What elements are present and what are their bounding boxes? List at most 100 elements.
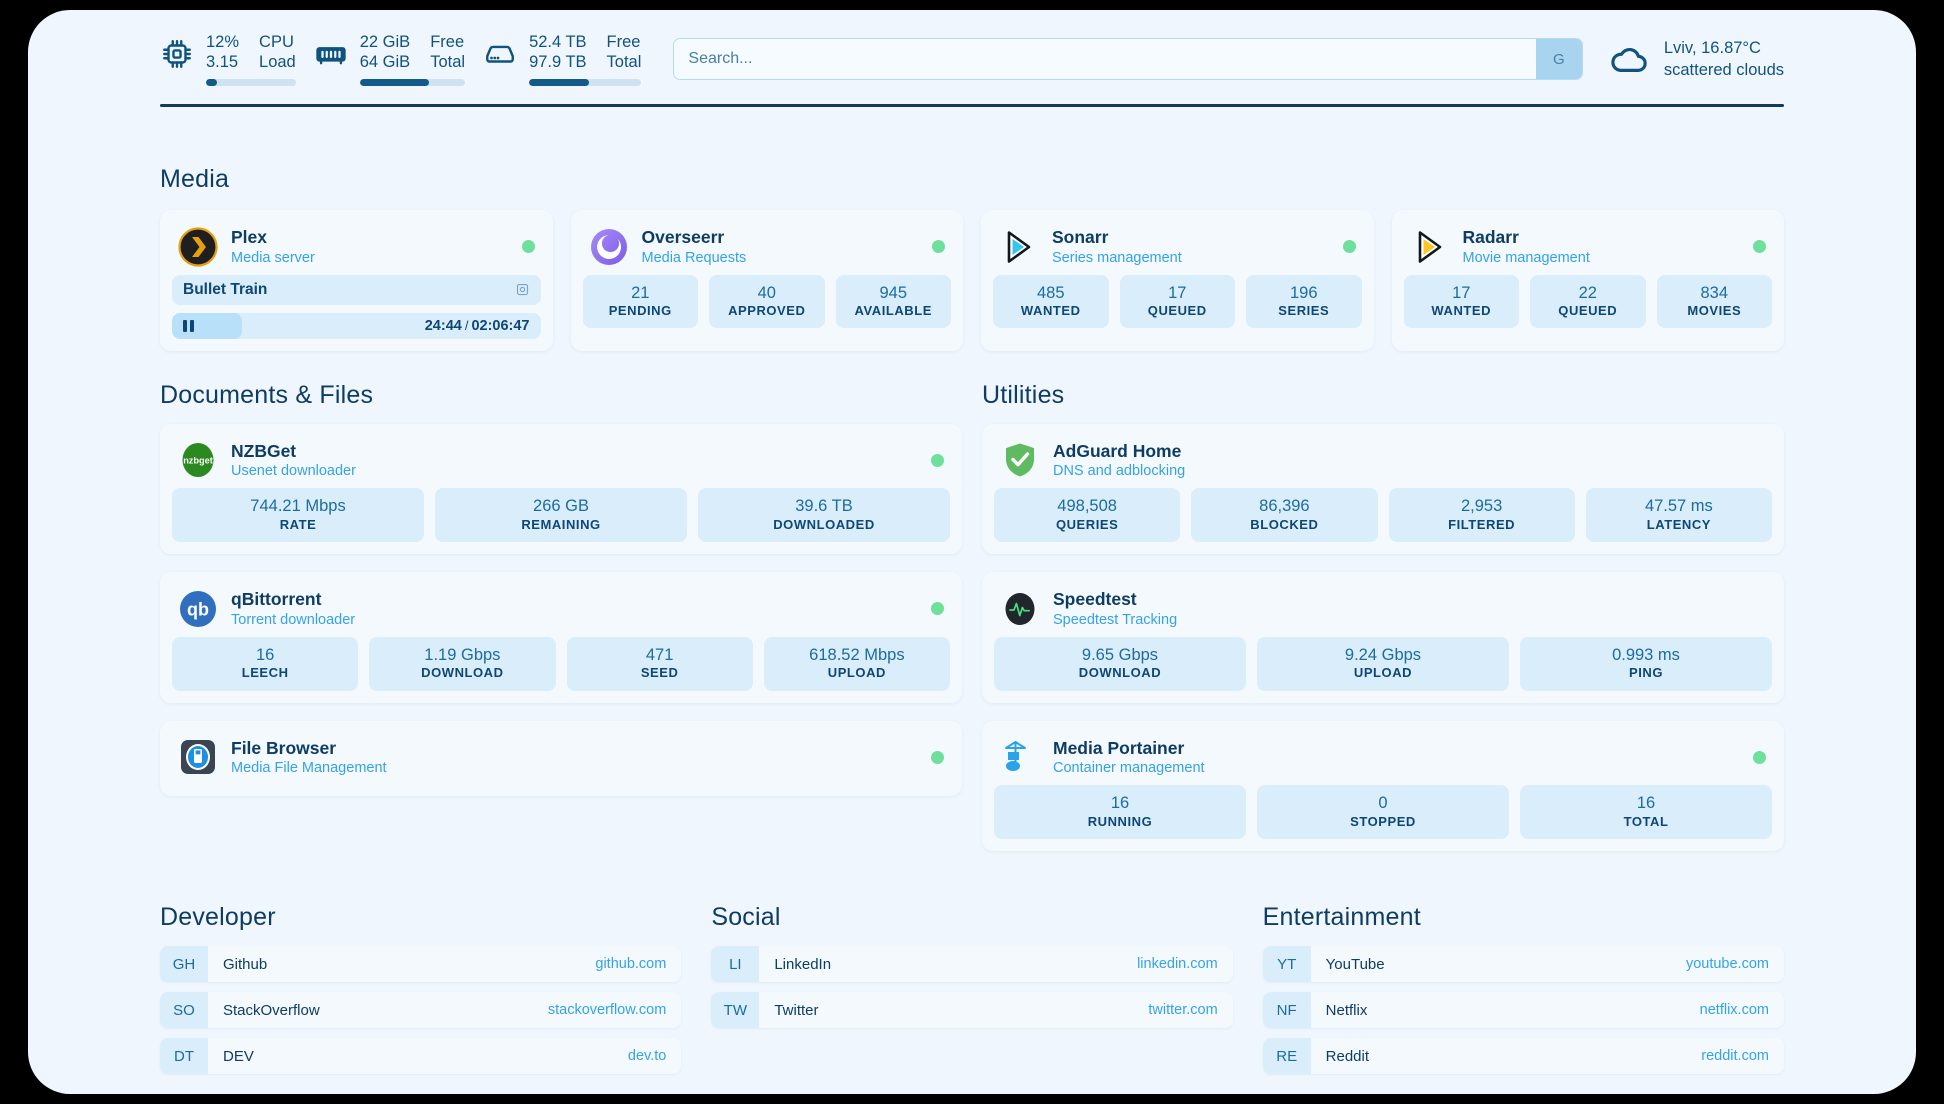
stat-chip[interactable]: 1.19 Gbps DOWNLOAD xyxy=(369,636,556,691)
now-playing-duration: 02:06:47 xyxy=(471,317,530,334)
bookmark-abbr: YT xyxy=(1262,946,1311,982)
stat-chip[interactable]: 17 QUEUED xyxy=(1119,274,1235,329)
disk-usage-bar xyxy=(529,79,642,87)
stat-label: UPLOAD xyxy=(1353,665,1413,681)
stat-value: 16 xyxy=(1636,794,1656,813)
app-card-radarr[interactable]: Radarr Movie management 17 WANTED 22 QUEUED… xyxy=(1391,210,1784,351)
stat-label: DOWNLOAD xyxy=(421,665,504,681)
stat-chip[interactable]: 17 WANTED xyxy=(1403,274,1519,329)
stat-chip[interactable]: 618.52 Mbps UPLOAD xyxy=(763,636,950,691)
search-bar[interactable]: G xyxy=(673,38,1583,80)
app-card-nzbget[interactable]: nzbget NZBGet Usenet downloader 744.21 M… xyxy=(160,423,962,555)
top-bar: 12% 3.15 CPU Load 22 GiB 64 GiB Free Total xyxy=(160,10,1784,102)
stat-chip[interactable]: 196 SERIES xyxy=(1246,274,1362,329)
stat-chip[interactable]: 0.993 ms PING xyxy=(1520,636,1772,691)
app-card-header: Media Portainer Container management xyxy=(994,732,1772,786)
app-card-adguard[interactable]: AdGuard Home DNS and adblocking 498,508 Q… xyxy=(982,423,1784,555)
app-card-portainer[interactable]: Media Portainer Container management 16 R… xyxy=(982,720,1784,851)
bookmark-name: LinkedIn xyxy=(774,955,832,973)
status-dot-online xyxy=(931,750,944,764)
stat-label: APPROVED xyxy=(728,303,806,319)
bookmarks-area: Developer GH Github github.com SO StackOverfl… xyxy=(160,903,1784,1074)
stat-value: 618.52 Mbps xyxy=(809,645,905,664)
bookmark-name: Netflix xyxy=(1325,1001,1368,1019)
bookmark-item[interactable]: NF Netflix netflix.com xyxy=(1262,992,1784,1028)
bookmark-url: github.com xyxy=(595,956,667,972)
bookmark-item[interactable]: RE Reddit reddit.com xyxy=(1262,1038,1784,1074)
stat-chip[interactable]: 16 RUNNING xyxy=(994,785,1246,839)
bookmark-item[interactable]: GH Github github.com xyxy=(160,946,682,982)
bookmark-item[interactable]: DT DEV dev.to xyxy=(160,1038,682,1074)
stat-value: 17 xyxy=(1452,283,1471,302)
stat-chip[interactable]: 485 WANTED xyxy=(993,274,1109,329)
app-name: Plex xyxy=(231,227,267,247)
stat-chip[interactable]: 39.6 TB DOWNLOADED xyxy=(698,488,950,543)
app-card-plex[interactable]: Plex Media server Bullet Train xyxy=(160,210,553,351)
app-card-qbittorrent[interactable]: qb qBittorrent Torrent downloader 16 LEEC… xyxy=(160,572,962,703)
stat-chip[interactable]: 498,508 QUERIES xyxy=(994,488,1181,543)
stat-chip[interactable]: 16 TOTAL xyxy=(1520,785,1772,839)
app-name: Radarr xyxy=(1462,227,1519,247)
pause-icon[interactable] xyxy=(172,319,194,332)
adguard-shield-icon xyxy=(1000,440,1040,480)
sonarr-icon xyxy=(999,227,1039,267)
now-playing-progress[interactable]: 24:44/02:06:47 xyxy=(172,312,541,339)
app-card-overseerr[interactable]: Overseerr Media Requests 21 PENDING 40 APPR… xyxy=(570,210,963,351)
stat-chip[interactable]: 0 STOPPED xyxy=(1257,785,1509,839)
stat-label: PENDING xyxy=(608,303,672,319)
stat-value: 16 xyxy=(255,645,275,664)
bookmark-abbr: TW xyxy=(711,992,760,1028)
stat-chip[interactable]: 16 LEECH xyxy=(172,636,359,691)
stat-chip[interactable]: 47.57 ms LATENCY xyxy=(1585,488,1772,543)
stat-chip[interactable]: 945 AVAILABLE xyxy=(835,274,951,329)
stat-chip[interactable]: 744.21 Mbps RATE xyxy=(172,488,424,543)
app-card-speedtest[interactable]: Speedtest Speedtest Tracking 9.65 Gbps DO… xyxy=(982,572,1784,703)
search-provider-button[interactable]: G xyxy=(1535,39,1582,79)
bookmark-item[interactable]: YT YouTube youtube.com xyxy=(1262,946,1784,982)
stat-label: SEED xyxy=(640,665,679,681)
bookmark-name: Reddit xyxy=(1325,1047,1370,1065)
stat-label: RATE xyxy=(279,516,317,532)
stats-row: 21 PENDING 40 APPROVED 945 AVAILABLE xyxy=(582,274,951,329)
header-divider xyxy=(160,104,1784,107)
cast-icon[interactable] xyxy=(515,282,530,297)
stat-chip[interactable]: 471 SEED xyxy=(566,636,753,691)
app-card-filebrowser[interactable]: File Browser Media File Management xyxy=(160,720,962,797)
bookmark-url: stackoverflow.com xyxy=(547,1002,667,1018)
disk-sub: 97.9 TB xyxy=(529,53,587,71)
stat-chip[interactable]: 40 APPROVED xyxy=(709,274,825,329)
bookmark-item[interactable]: SO StackOverflow stackoverflow.com xyxy=(160,992,682,1028)
stat-label: REMAINING xyxy=(521,516,601,532)
stats-row: 17 WANTED 22 QUEUED 834 MOVIES xyxy=(1403,274,1772,329)
bookmark-item[interactable]: TW Twitter twitter.com xyxy=(711,992,1233,1028)
app-card-header: File Browser Media File Management xyxy=(172,732,950,786)
stat-chip[interactable]: 9.65 Gbps DOWNLOAD xyxy=(994,636,1246,691)
bookmark-name: YouTube xyxy=(1325,955,1385,973)
app-name: File Browser xyxy=(231,737,337,758)
stat-chip[interactable]: 86,396 BLOCKED xyxy=(1191,488,1378,543)
time-separator: / xyxy=(464,317,469,333)
app-card-header: qb qBittorrent Torrent downloader xyxy=(172,583,950,637)
weather-condition: scattered clouds xyxy=(1663,61,1784,79)
stat-chip[interactable]: 9.24 Gbps UPLOAD xyxy=(1257,636,1509,691)
disk-label-bottom: Total xyxy=(606,53,642,71)
now-playing-time: 24:44/02:06:47 xyxy=(425,318,541,334)
disk-widget: 52.4 TB 97.9 TB Free Total xyxy=(483,32,642,87)
stat-chip[interactable]: 2,953 FILTERED xyxy=(1388,488,1575,543)
bookmark-list: YT YouTube youtube.com NF Netflix netflix.com… xyxy=(1262,946,1784,1074)
stat-chip[interactable]: 21 PENDING xyxy=(582,274,698,329)
bookmark-name: DEV xyxy=(223,1047,254,1065)
bookmark-item[interactable]: LI LinkedIn linkedin.com xyxy=(711,946,1233,982)
stat-chip[interactable]: 22 QUEUED xyxy=(1530,274,1646,329)
app-desc: Media server xyxy=(231,249,315,266)
app-card-header: Sonarr Series management xyxy=(993,221,1362,275)
stat-chip[interactable]: 266 GB REMAINING xyxy=(435,488,687,543)
app-card-sonarr[interactable]: Sonarr Series management 485 WANTED 17 QUEU… xyxy=(981,210,1374,351)
stat-value: 834 xyxy=(1700,283,1729,302)
stat-label: UPLOAD xyxy=(827,665,886,681)
search-input[interactable] xyxy=(674,39,1536,79)
memory-sub: 64 GiB xyxy=(359,53,411,71)
stat-label: MOVIES xyxy=(1687,303,1742,319)
status-dot-online xyxy=(521,240,535,254)
stat-chip[interactable]: 834 MOVIES xyxy=(1656,274,1772,329)
